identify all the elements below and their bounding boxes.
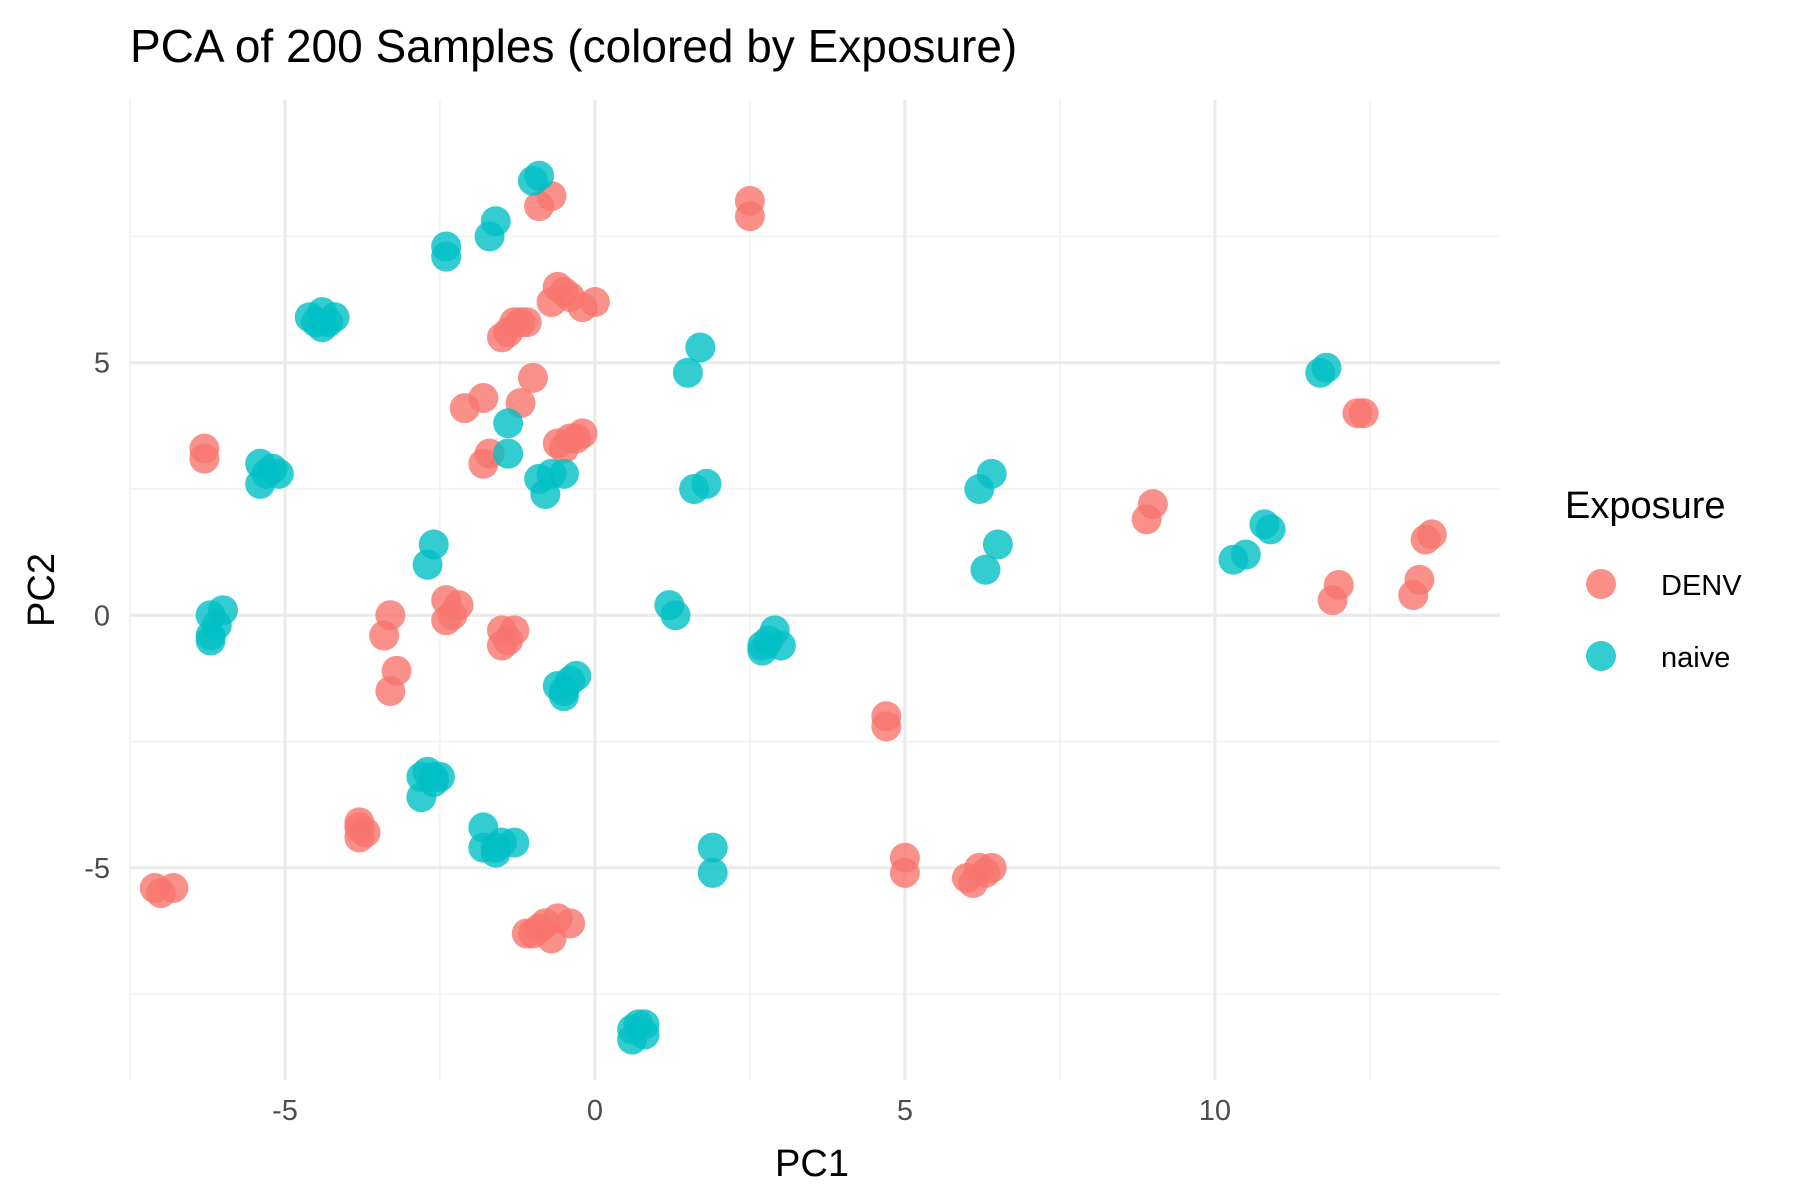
data-point-naive [982,529,1013,560]
x-tick-label: 0 [587,1095,603,1127]
data-point-denv [517,362,548,393]
data-point-denv [1416,519,1447,550]
legend-swatch-naive [1586,641,1616,671]
data-point-denv [734,201,765,232]
data-point-naive [685,332,716,363]
data-point-denv [889,857,920,888]
data-point-naive [747,635,778,666]
data-point-naive [691,468,722,499]
chart-title: PCA of 200 Samples (colored by Exposure) [130,20,1017,72]
data-point-naive [207,595,238,626]
legend-label-denv: DENV [1661,570,1742,602]
x-tick-label: 5 [897,1095,913,1127]
data-point-naive [1311,352,1342,383]
data-points [139,160,1447,1055]
data-point-naive [548,458,579,489]
data-point-denv [369,620,400,651]
data-point-naive [617,1024,648,1055]
data-point-denv [1323,569,1354,600]
data-point-denv [1137,489,1168,520]
data-point-naive [493,408,524,439]
data-point-denv [579,287,610,318]
data-point-naive [517,165,548,196]
x-axis-title: PC1 [775,1143,849,1185]
y-tick-label: 5 [94,348,110,380]
data-point-denv [431,605,462,636]
y-tick-label: 0 [94,600,110,632]
data-point-denv [189,433,220,464]
major-gridlines [130,100,1500,1080]
data-point-denv [536,287,567,318]
data-point-naive [1230,539,1261,570]
legend-title: Exposure [1565,485,1726,527]
data-point-denv [517,918,548,949]
data-point-naive [257,453,288,484]
data-point-naive [195,625,226,656]
data-point-denv [1404,564,1435,595]
data-point-denv [449,393,480,424]
data-point-denv [511,307,542,338]
data-point-naive [412,549,443,580]
data-point-denv [958,867,989,898]
legend-label-naive: naive [1661,642,1730,674]
data-point-naive [474,221,505,252]
data-point-naive [1255,514,1286,545]
data-point-naive [970,554,1001,585]
legend-swatch-denv [1586,569,1616,599]
data-point-denv [486,322,517,353]
data-point-denv [871,711,902,742]
data-point-denv [344,822,375,853]
data-point-naive [294,302,325,333]
legend: Exposure DENV naive [1565,485,1742,674]
data-point-naive [976,458,1007,489]
y-axis-title: PC2 [21,553,63,627]
data-point-naive [493,438,524,469]
x-tick-label: 10 [1199,1095,1231,1127]
y-tick-label: -5 [84,853,110,885]
data-point-denv [486,630,517,661]
data-point-naive [660,600,691,631]
x-tick-label: -5 [272,1095,298,1127]
data-point-denv [567,418,598,449]
data-point-denv [375,676,406,707]
data-point-naive [697,857,728,888]
data-point-denv [139,873,170,904]
data-point-naive [530,479,561,510]
y-axis-ticks: -5 0 5 [84,348,110,885]
data-point-denv [1348,398,1379,429]
data-point-naive [697,832,728,863]
data-point-naive [555,665,586,696]
data-point-naive [672,357,703,388]
data-point-naive [480,837,511,868]
data-point-naive [406,782,437,813]
data-point-naive [431,241,462,272]
x-axis-ticks: -5 0 5 10 [272,1095,1231,1127]
